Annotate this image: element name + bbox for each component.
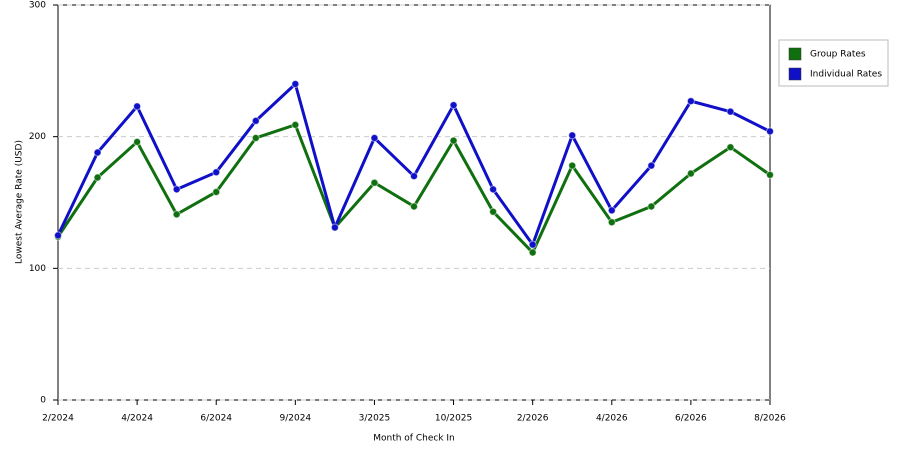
data-point [528, 248, 537, 257]
x-tick-label: 6/2026 [675, 414, 707, 424]
x-tick-label: 6/2024 [200, 414, 232, 424]
x-tick-label: 2/2026 [517, 414, 549, 424]
y-axis-label: Lowest Average Rate (USD) [15, 140, 25, 264]
data-point [133, 102, 142, 111]
data-point [172, 210, 181, 219]
x-tick-label: 9/2024 [279, 414, 311, 424]
data-point [410, 202, 418, 211]
x-tick-label: 3/2025 [359, 414, 391, 424]
data-point [133, 137, 142, 146]
legend-swatch [788, 47, 802, 61]
x-tick-label: 2/2024 [42, 414, 74, 424]
data-point [172, 185, 181, 194]
data-point [489, 207, 498, 216]
data-point [686, 169, 695, 178]
data-point [212, 168, 221, 177]
x-tick-label: 4/2024 [121, 414, 153, 424]
data-point [410, 172, 418, 181]
data-point [647, 161, 656, 170]
data-point [568, 161, 577, 170]
data-point [330, 223, 339, 232]
data-point [291, 120, 300, 129]
data-point [251, 133, 260, 142]
data-point [568, 131, 577, 140]
legend-label: Group Rates [810, 50, 866, 60]
data-point [212, 187, 221, 196]
data-point [291, 80, 300, 88]
x-axis-label: Month of Check In [373, 434, 455, 444]
data-point [370, 178, 379, 187]
data-point [766, 127, 774, 136]
data-point [489, 185, 498, 194]
y-tick-label: 100 [29, 264, 46, 274]
data-point [528, 240, 537, 249]
y-tick-label: 200 [29, 132, 46, 142]
data-point [647, 202, 656, 211]
data-point [726, 143, 735, 152]
data-point [726, 107, 735, 116]
data-point [93, 148, 102, 157]
data-point [686, 97, 695, 106]
data-point [449, 136, 458, 145]
legend-label: Individual Rates [810, 70, 882, 80]
x-tick-label: 4/2026 [596, 414, 628, 424]
data-point [251, 116, 260, 125]
y-tick-label: 0 [40, 396, 46, 406]
data-point [607, 218, 616, 227]
data-point [370, 133, 379, 142]
data-point [54, 231, 62, 240]
data-point [93, 173, 102, 182]
data-point [607, 206, 616, 215]
y-tick-label: 300 [29, 1, 46, 11]
legend-swatch [788, 67, 802, 81]
data-point [766, 170, 774, 179]
x-tick-label: 8/2026 [754, 414, 786, 424]
data-point [449, 101, 458, 110]
x-tick-label: 10/2025 [435, 414, 472, 424]
